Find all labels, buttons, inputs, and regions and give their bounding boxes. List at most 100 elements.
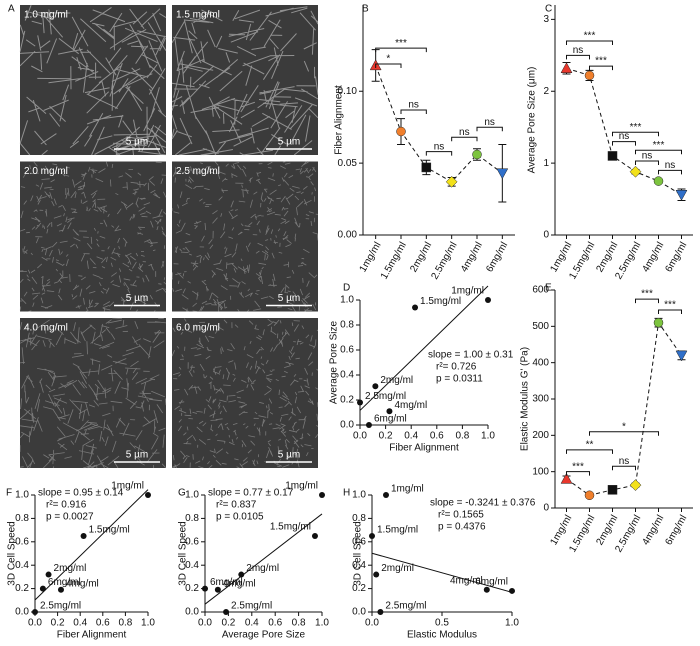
point — [377, 609, 384, 615]
y-tick-label: 0.2 — [352, 583, 366, 594]
y-tick-label: 400 — [532, 357, 549, 368]
scale-bar-label: 5 µm — [126, 450, 148, 461]
panel-letter: C — [545, 4, 552, 15]
significance-bracket — [566, 40, 613, 45]
significance-bracket — [589, 431, 659, 436]
point — [45, 571, 52, 578]
point — [357, 399, 363, 406]
significance-label: ns — [459, 127, 470, 138]
significance-bracket — [658, 169, 682, 175]
point-label: 1.5mg/ml — [270, 522, 311, 533]
significance-bracket — [612, 465, 636, 471]
significance-label: ns — [619, 131, 630, 142]
point — [145, 492, 151, 498]
y-tick-label: 0.0 — [352, 607, 366, 618]
fibers — [19, 5, 167, 156]
significance-label: * — [386, 54, 390, 65]
point — [369, 532, 375, 539]
y-tick-label: 1.0 — [15, 490, 29, 501]
point — [57, 586, 64, 593]
y-tick-label: 0.6 — [15, 536, 29, 547]
point-label: 2.5mg/ml — [40, 601, 81, 612]
marker — [560, 62, 573, 73]
point-label: 1mg/ml — [451, 286, 484, 297]
y-tick-label: 100 — [532, 466, 549, 477]
point — [365, 422, 372, 428]
x-tick-label: 0.0 — [28, 618, 42, 629]
y-axis-label: 3D Cell Speed — [7, 521, 18, 585]
panel-letter: B — [362, 4, 369, 15]
significance-label: ns — [642, 151, 653, 162]
y-tick-label: 300 — [532, 394, 549, 405]
marker — [653, 317, 664, 328]
x-axis-label: Average Pore Size — [222, 630, 306, 641]
point — [238, 571, 245, 578]
y-tick-label: 0.6 — [352, 536, 366, 547]
y-axis-label: 3D Cell Speed — [178, 521, 189, 585]
y-tick-label: 0.4 — [340, 370, 354, 381]
point-label: 4mg/ml — [66, 578, 99, 589]
image-background — [20, 161, 166, 312]
x-tick-label: 1.0 — [141, 618, 155, 629]
y-tick-label: 0.0 — [185, 607, 199, 618]
connecting-line — [566, 67, 682, 196]
fit-line — [371, 552, 513, 593]
micrograph: 4.0 mg/ml 5 µm — [19, 317, 167, 469]
significance-label: * — [622, 421, 626, 432]
x-tick-label: 0.8 — [118, 618, 132, 629]
y-tick-label: 0.2 — [340, 395, 354, 406]
chart-panel: G 3D Cell Speed 0.0 0.2 0.4 0.6 0.8 1.0 0.0 0.2 0.… — [178, 481, 330, 641]
point-label: 4mg/ml — [223, 578, 256, 589]
image-label: 2.0 mg/ml — [24, 166, 68, 177]
scale-bar-label: 5 µm — [278, 450, 300, 461]
x-tick-label: 2mg/ml — [408, 240, 434, 274]
panel-letter: E — [545, 283, 552, 294]
significance-label: *** — [572, 461, 584, 472]
y-tick-label: 1 — [543, 158, 549, 169]
fibers — [19, 317, 167, 469]
image-background — [172, 161, 318, 312]
point-label: 2.5mg/ml — [385, 601, 426, 612]
x-tick-label: 1.0 — [505, 618, 519, 629]
regression-stat: p = 0.0105 — [216, 512, 264, 523]
scale-bar-label: 5 µm — [126, 293, 148, 304]
point — [383, 492, 389, 498]
point-label: 6mg/ml — [374, 414, 407, 425]
y-tick-label: 1.0 — [185, 490, 199, 501]
point — [386, 408, 393, 415]
x-tick-label: 1.0 — [315, 618, 329, 629]
significance-bracket — [635, 160, 659, 165]
y-axis-label: Elastic Modulus G' (Pa) — [520, 347, 531, 451]
regression-stat: r²= 0.726 — [436, 362, 477, 373]
point-label: 4mg/ml — [450, 575, 483, 586]
micrograph: 1.5 mg/ml 5 µm — [171, 5, 319, 156]
micrograph: 2.5 mg/ml 5 µm — [171, 161, 319, 312]
image-label: 1.0 mg/ml — [24, 10, 68, 21]
point — [319, 492, 325, 498]
y-tick-label: 1.0 — [352, 490, 366, 501]
x-tick-label: 0.2 — [221, 618, 235, 629]
significance-bracket — [566, 54, 590, 60]
y-tick-label: 0.10 — [338, 86, 358, 97]
point-label: 6mg/ml — [210, 577, 243, 588]
point — [32, 609, 38, 615]
panel-letter: D — [343, 283, 350, 294]
micrograph: 1.0 mg/ml 5 µm — [19, 5, 167, 156]
fibers — [171, 161, 319, 312]
regression-stat: slope = 1.00 ± 0.31 — [428, 350, 514, 361]
x-tick-label: 6mg/ml — [663, 240, 689, 274]
y-tick-label: 0.0 — [340, 420, 354, 431]
significance-label: *** — [595, 56, 607, 67]
y-tick-label: 0.4 — [352, 560, 366, 571]
significance-label: *** — [664, 300, 676, 311]
y-tick-label: 0.8 — [185, 513, 199, 524]
significance-label: *** — [653, 140, 665, 151]
point — [485, 297, 491, 303]
point — [80, 532, 87, 539]
connecting-line — [375, 65, 503, 183]
point-label: 2mg/ml — [381, 563, 414, 574]
x-tick-label: 1.5mg/ml — [379, 240, 409, 281]
image-background — [172, 5, 318, 155]
